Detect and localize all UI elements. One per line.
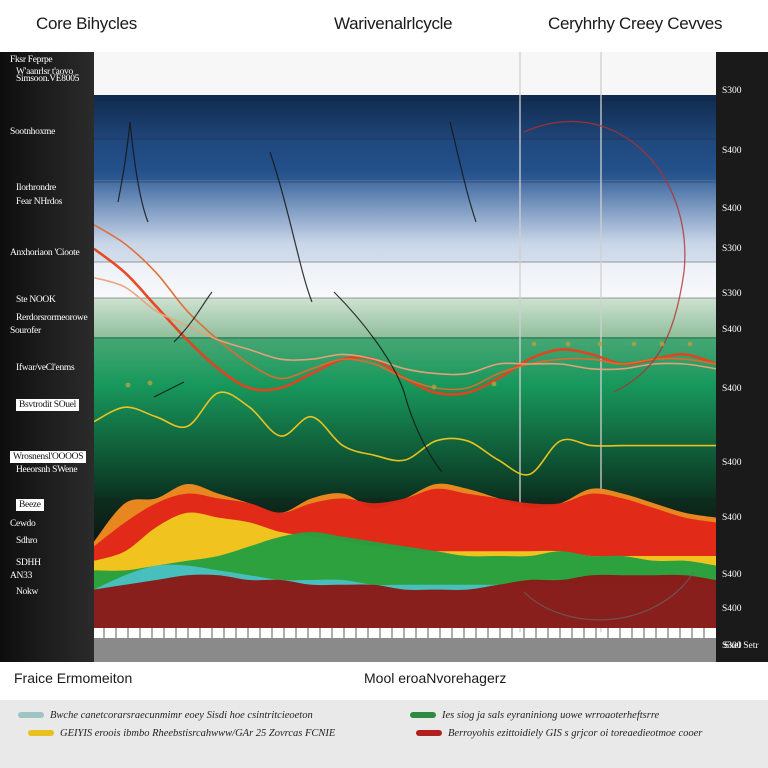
line-series-3 (94, 391, 716, 476)
band-white (94, 262, 716, 298)
left-label: Ilorhrondre (16, 183, 56, 193)
legend-item: Ies siog ja sals eyraniniong uowe wrroao… (410, 708, 659, 722)
right-axis-label: S300 (722, 289, 742, 299)
overlay-dot (491, 381, 497, 387)
left-label: Bsvtrodit SOuel (16, 399, 79, 411)
line-series-1 (94, 224, 716, 391)
overlay-dot (147, 380, 153, 386)
legend-swatch (410, 712, 436, 718)
left-label: Ste NOOK (16, 295, 56, 305)
legend-item: Bwche canetcorarsraecunmimr eoey Sisdi h… (18, 708, 313, 722)
overlay-dot (565, 341, 571, 347)
left-label: AN33 (10, 571, 33, 581)
left-label: Anxhoriaon 'Cioote (10, 248, 80, 258)
footer-label-center: Mool eroaNvorehagerz (364, 670, 507, 686)
left-label: Simsoon.VE8005 (16, 74, 80, 84)
left-label: Ifwar/veCl'enms (16, 363, 75, 373)
overlay-stroke (449, 121, 477, 223)
right-axis-label: Sxel Setr (724, 641, 759, 651)
header-title-center: Warivenalrlcycle (334, 14, 453, 33)
header-title-left: Core Bihycles (36, 14, 137, 33)
legend-item: Berroyohis ezittoidiely GIS s grjcor oi … (416, 726, 702, 740)
overlay-dot (531, 341, 537, 347)
legend-swatch (28, 730, 54, 736)
overlay-stroke (173, 291, 213, 343)
legend-label: Ies siog ja sals eyraniniong uowe wrroao… (442, 709, 660, 721)
legend-swatch (18, 712, 44, 718)
overlay-stroke (117, 121, 149, 223)
legend-swatch (416, 730, 442, 736)
legend-label: GEIYIS eroois ibmbo Rheebstisrcahwww/GAr… (60, 727, 336, 739)
legend: Bwche canetcorarsraecunmimr eoey Sisdi h… (0, 700, 768, 768)
right-axis-label: S400 (722, 570, 742, 580)
right-axis-label: S400 (722, 513, 742, 523)
overlay-marks (117, 120, 695, 621)
band-green (94, 298, 716, 498)
left-label: Heeorsnh SWene (16, 465, 78, 475)
area-series (94, 483, 716, 628)
chart-header: Core Bihycles Warivenalrlcycle Ceryhrhy … (0, 0, 768, 52)
line-series-2 (94, 276, 716, 376)
legend-item: GEIYIS eroois ibmbo Rheebstisrcahwww/GAr… (28, 726, 335, 740)
left-label: Sdhro (16, 536, 38, 546)
overlay-dot (431, 384, 437, 390)
right-axis-label: S400 (722, 458, 742, 468)
left-label-rail (0, 52, 94, 662)
overlay-arc-bottom (523, 571, 695, 621)
right-axis-label: S300 (722, 244, 742, 254)
right-axis-label: S300 (722, 641, 742, 651)
left-label: Wrosnensl'OOOOS (10, 451, 87, 463)
area-series-9 (94, 574, 716, 628)
legend-label: Berroyohis ezittoidiely GIS s grjcor oi … (448, 727, 703, 739)
left-label: Cewdo (10, 519, 36, 529)
left-label: SDHH (16, 558, 41, 568)
left-label: Nokw (16, 587, 39, 597)
right-axis-label: S400 (722, 604, 742, 614)
overlay-dot (687, 341, 693, 347)
left-label: Fear NHrdos (16, 197, 63, 207)
left-label: Fksr Feprpe (10, 55, 53, 65)
overlay-dot (597, 341, 603, 347)
right-axis-label: S400 (722, 204, 742, 214)
band-axis-strip (94, 628, 716, 638)
overlay-stroke (333, 291, 443, 473)
overlay-dot (125, 382, 131, 388)
header-title-right: Ceryhrhy Creey Cevves (548, 14, 723, 33)
band-top-light (94, 52, 716, 95)
overlay-dot (659, 341, 665, 347)
right-axis-label: S300 (722, 86, 742, 96)
chart-footer: Fraice Ermomeiton Mool eroaNvorehagerz B… (0, 662, 768, 768)
right-axis-label: S400 (722, 384, 742, 394)
left-label: Sourofer (10, 326, 41, 336)
left-label: Sootnhoxme (10, 127, 56, 137)
overlay-stroke (153, 381, 185, 398)
legend-label: Bwche canetcorarsraecunmimr eoey Sisdi h… (50, 709, 313, 721)
band-blue (94, 138, 716, 180)
right-label-rail (716, 52, 768, 662)
band-bottom-gray (94, 638, 716, 662)
overlay-stroke (269, 151, 313, 303)
left-label: W'aanrlsr t'aovo (16, 67, 73, 77)
overlay-dot (631, 341, 637, 347)
right-axis-label: S400 (722, 146, 742, 156)
left-label: Beeze (16, 499, 44, 511)
plot-area (94, 52, 716, 662)
line-series (94, 224, 716, 476)
right-axis-label: S400 (722, 325, 742, 335)
footer-label-left: Fraice Ermomeiton (14, 670, 133, 686)
overlay-arc (523, 120, 686, 393)
left-label: Rerdorsrormeorowe (16, 313, 88, 323)
